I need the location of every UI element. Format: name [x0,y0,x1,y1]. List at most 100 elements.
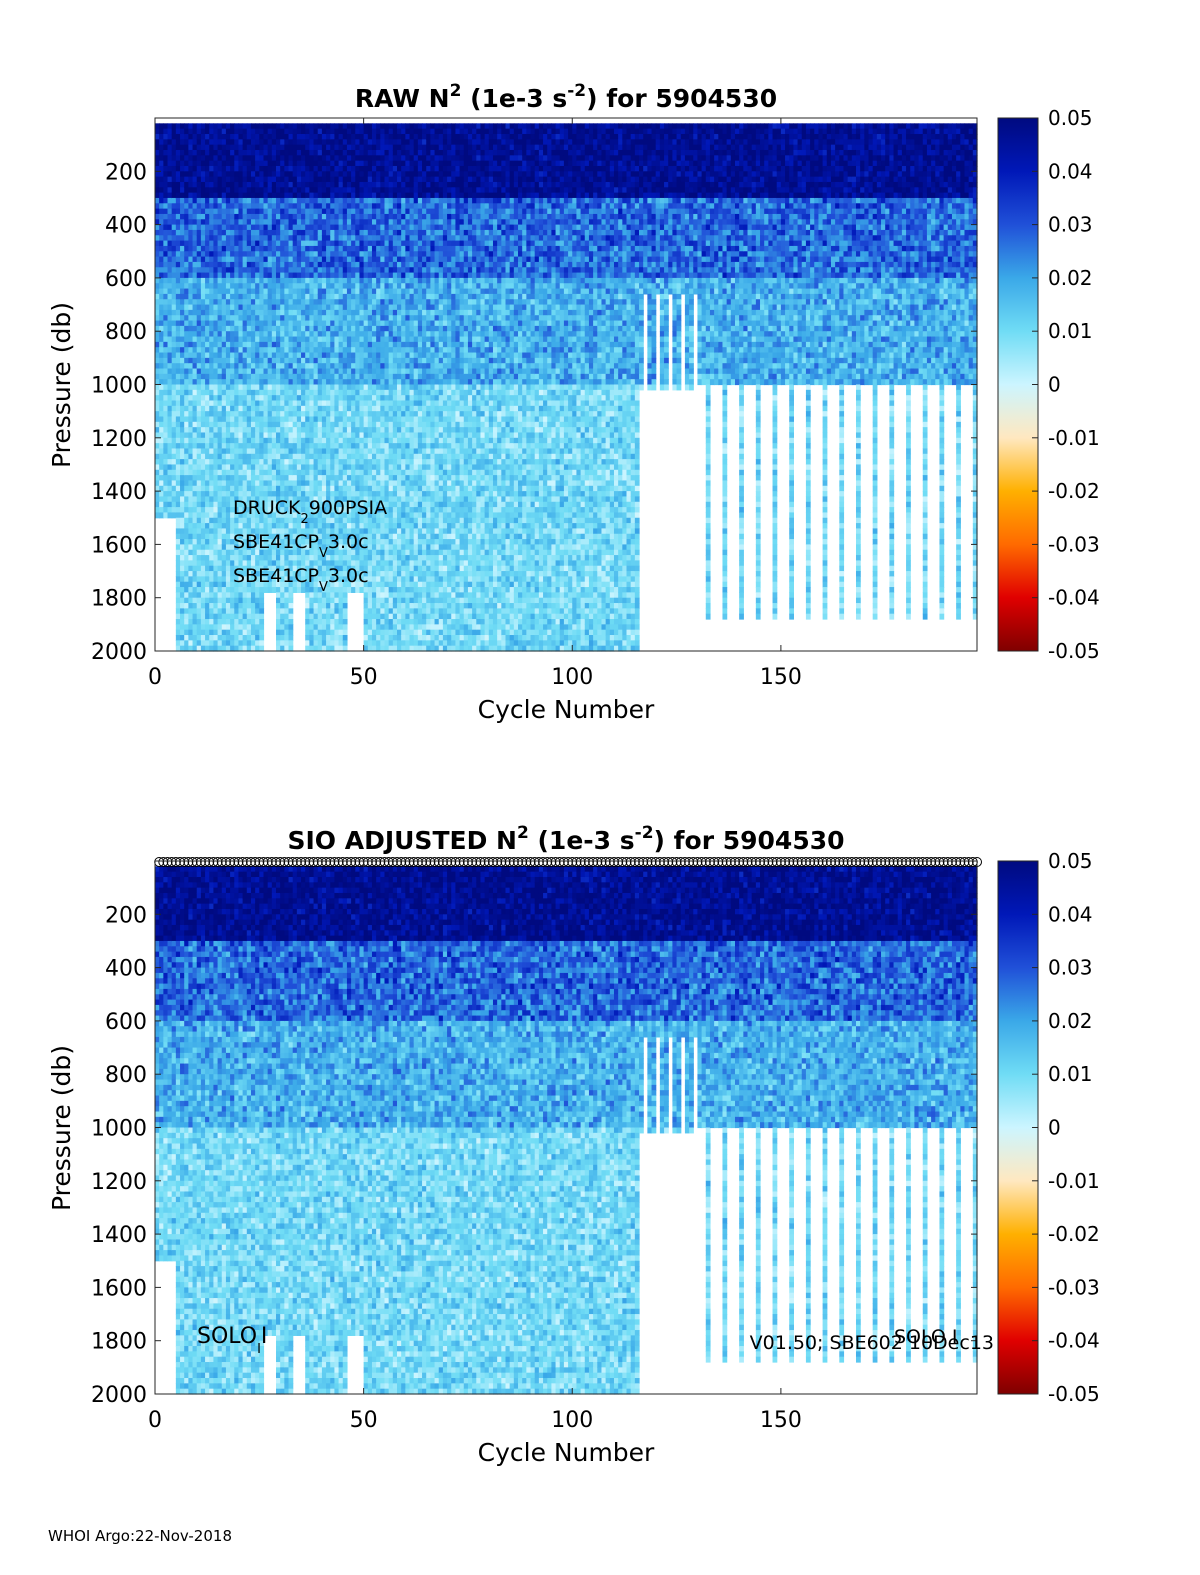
heatmap-cell [368,358,373,364]
heatmap-cell [351,310,356,316]
heatmap-cell [297,166,302,172]
heatmap-cell [368,134,373,140]
heatmap-cell [197,193,202,199]
heatmap-cell [201,278,206,284]
heatmap-cell [205,230,210,236]
heatmap-cell [243,257,248,263]
heatmap-cell [180,507,185,513]
heatmap-cell [255,139,260,145]
heatmap-cell [259,198,264,204]
heatmap-cell [343,369,348,375]
heatmap-cell [326,400,331,406]
heatmap-cell [159,331,164,337]
heatmap-cell [259,475,264,481]
heatmap-cell [259,230,264,236]
heatmap-cell [301,406,306,412]
heatmap-cell [309,480,314,486]
heatmap-cell [159,315,164,321]
heatmap-cell [168,187,173,193]
heatmap-cell [226,171,231,177]
heatmap-cell [259,251,264,257]
heatmap-cell [188,310,193,316]
heatmap-cell [309,400,314,406]
heatmap-cell [226,411,231,417]
heatmap-cell [226,155,231,161]
heatmap-cell [213,560,218,566]
heatmap-cell [368,614,373,620]
heatmap-cell [234,241,239,247]
heatmap-cell [201,219,206,225]
heatmap-cell [293,454,298,460]
heatmap-cell [230,454,235,460]
heatmap-cell [368,342,373,348]
heatmap-cell [309,416,314,422]
heatmap-cell [322,251,327,257]
heatmap-cell [280,145,285,151]
heatmap-cell [234,443,239,449]
heatmap-cell [218,347,223,353]
heatmap-cell [176,523,181,529]
heatmap-cell [301,337,306,343]
heatmap-cell [168,315,173,321]
heatmap-cell [368,454,373,460]
heatmap-cell [209,283,214,289]
heatmap-cell [155,267,160,273]
heatmap-cell [226,544,231,550]
heatmap-cell [347,427,352,433]
heatmap-cell [247,598,252,604]
heatmap-cell [355,411,360,417]
heatmap-cell [218,315,223,321]
heatmap-cell [280,155,285,161]
heatmap-cell [280,630,285,636]
heatmap-cell [155,209,160,215]
heatmap-cell [364,331,369,337]
heatmap-cell [226,534,231,540]
heatmap-cell [184,406,189,412]
heatmap-cell [226,443,231,449]
heatmap-cell [255,171,260,177]
heatmap-cell [155,470,160,476]
heatmap-cell [339,454,344,460]
heatmap-cell [259,416,264,422]
heatmap-cell [318,459,323,465]
heatmap-cell [201,448,206,454]
heatmap-cell [188,550,193,556]
heatmap-cell [355,139,360,145]
heatmap-cell [276,123,281,129]
heatmap-cell [168,454,173,460]
heatmap-cell [243,374,248,380]
heatmap-cell [343,555,348,561]
heatmap-cell [230,363,235,369]
heatmap-cell [263,448,268,454]
heatmap-cell [368,603,373,609]
heatmap-cell [247,592,252,598]
heatmap-cell [339,187,344,193]
heatmap-cell [238,193,243,199]
heatmap-cell [268,241,273,247]
heatmap-cell [222,187,227,193]
heatmap-cell [268,273,273,279]
heatmap-cell [280,305,285,311]
heatmap-cell [247,379,252,385]
heatmap-cell [339,294,344,300]
heatmap-cell [197,566,202,572]
heatmap-cell [251,198,256,204]
heatmap-cell [172,347,177,353]
heatmap-cell [339,155,344,161]
heatmap-cell [259,598,264,604]
heatmap-cell [314,363,319,369]
heatmap-cell [314,267,319,273]
heatmap-cell [243,486,248,492]
heatmap-cell [318,379,323,385]
heatmap-cell [184,550,189,556]
heatmap-cell [263,289,268,295]
heatmap-cell [226,363,231,369]
heatmap-cell [343,475,348,481]
heatmap-cell [238,289,243,295]
heatmap-cell [247,353,252,359]
heatmap-cell [213,544,218,550]
heatmap-cell [247,369,252,375]
heatmap-cell [213,262,218,268]
heatmap-cell [372,385,377,391]
heatmap-cell [155,134,160,140]
